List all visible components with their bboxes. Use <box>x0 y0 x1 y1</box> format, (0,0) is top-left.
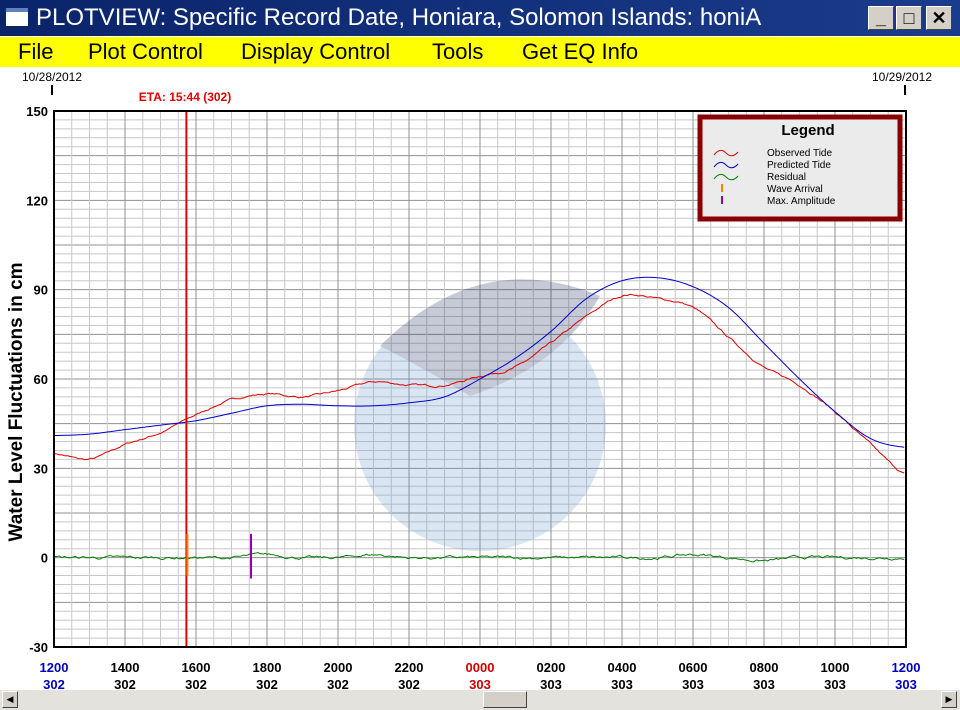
maximize-button[interactable]: □ <box>896 6 922 30</box>
x-tick-time: 0600 <box>679 660 708 675</box>
x-tick-time: 0200 <box>537 660 566 675</box>
x-tick-time: 2200 <box>395 660 424 675</box>
legend-swatch-wave <box>713 161 739 169</box>
x-tick-day: 302 <box>114 677 136 690</box>
x-tick-time: 1000 <box>821 660 850 675</box>
y-tick-label: 0 <box>41 551 48 566</box>
legend-swatch-wave <box>713 173 739 181</box>
x-tick-day: 303 <box>682 677 704 690</box>
legend-title: Legend <box>781 122 834 139</box>
plot-frame <box>53 110 907 648</box>
x-tick-day: 303 <box>895 677 917 690</box>
y-tick-label: 60 <box>34 372 48 387</box>
x-tick-day: 302 <box>398 677 420 690</box>
x-tick-day: 302 <box>327 677 349 690</box>
menu-bar: File Plot Control Display Control Tools … <box>0 36 960 67</box>
x-tick-time: 0800 <box>750 660 779 675</box>
series-predicted-tide <box>53 276 905 448</box>
scroll-left-button[interactable]: ◀ <box>2 691 18 708</box>
x-tick-day: 303 <box>753 677 775 690</box>
series-observed-tide <box>53 293 905 474</box>
x-tick-day: 302 <box>256 677 278 690</box>
end-date: 10/29/2012 <box>872 70 932 84</box>
x-tick-time: 1200 <box>892 660 921 675</box>
y-tick-label: 30 <box>34 461 48 476</box>
legend-entry: Observed Tide <box>767 148 832 159</box>
x-tick-day: 303 <box>824 677 846 690</box>
menu-plot-control[interactable]: Plot Control <box>88 39 203 64</box>
x-tick-time: 1400 <box>111 660 140 675</box>
x-tick-time: 2000 <box>324 660 353 675</box>
x-tick-day: 303 <box>611 677 633 690</box>
minimize-button[interactable]: _ <box>868 6 894 30</box>
y-axis-label: Water Level Fluctuations in cm <box>6 262 27 541</box>
legend-entry: Max. Amplitude <box>767 196 836 207</box>
x-tick-time: 1600 <box>182 660 211 675</box>
y-tick-label: 90 <box>34 283 48 298</box>
horizontal-scrollbar[interactable]: ◀ ▶ <box>0 690 960 710</box>
x-tick-day: 303 <box>469 677 491 690</box>
menu-tools[interactable]: Tools <box>432 39 484 64</box>
series-residual <box>53 551 905 563</box>
menu-file[interactable]: File <box>18 39 54 64</box>
eta-label: ETA: 15:44 (302) <box>139 90 231 104</box>
x-tick-day: 302 <box>185 677 207 690</box>
app-icon <box>6 8 28 26</box>
legend-entry: Wave Arrival <box>767 184 823 195</box>
noaa-watermark <box>354 279 606 551</box>
start-date: 10/28/2012 <box>22 70 82 84</box>
x-tick-time: 0000 <box>466 660 495 675</box>
title-bar: PLOTVIEW: Specific Record Date, Honiara,… <box>0 0 960 36</box>
y-tick-label: 120 <box>26 193 48 208</box>
close-button[interactable]: ✕ <box>926 6 952 30</box>
x-tick-time: 1200 <box>40 660 69 675</box>
y-tick-label: 150 <box>26 104 48 119</box>
window-title: PLOTVIEW: Specific Record Date, Honiara,… <box>36 4 762 31</box>
x-tick-time: 0400 <box>608 660 637 675</box>
y-tick-label: -30 <box>29 640 48 655</box>
x-tick-day: 303 <box>540 677 562 690</box>
x-tick-day: 302 <box>43 677 65 690</box>
scroll-thumb[interactable] <box>483 691 527 708</box>
menu-display-control[interactable]: Display Control <box>241 39 391 64</box>
menu-get-eq-info[interactable]: Get EQ Info <box>522 39 639 64</box>
scroll-right-button[interactable]: ▶ <box>941 691 957 708</box>
legend-entry: Predicted Tide <box>767 160 831 171</box>
legend-entry: Residual <box>767 172 806 183</box>
tide-chart: 150 120 90 60 30 0 -30 1200 302 1400 302 1600 302 180… <box>6 70 932 690</box>
x-tick-time: 1800 <box>253 660 282 675</box>
legend-swatch-wave <box>713 149 739 157</box>
